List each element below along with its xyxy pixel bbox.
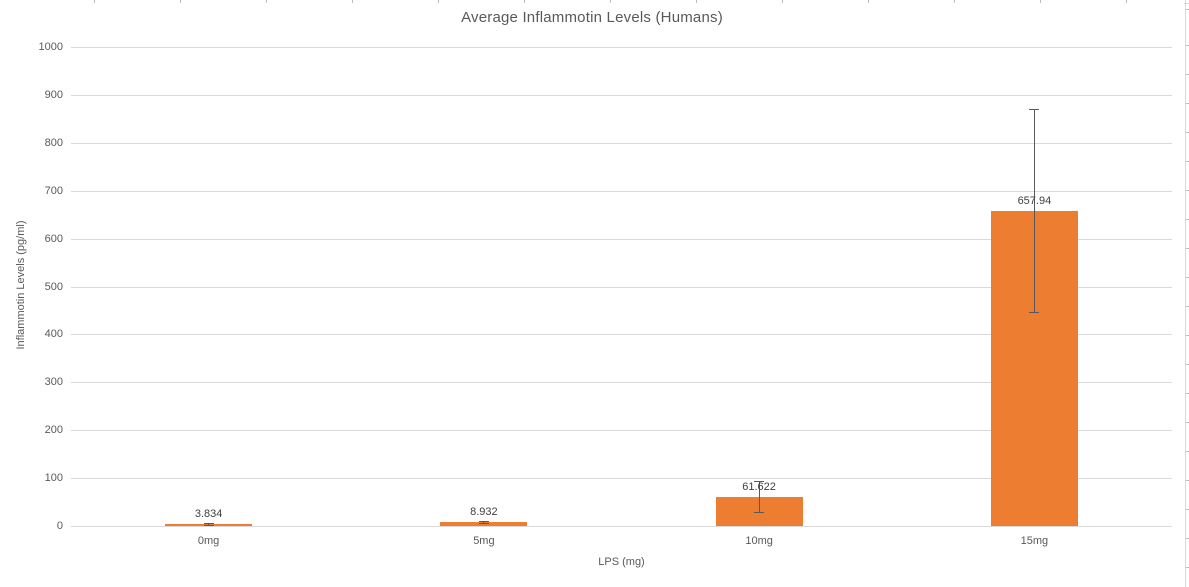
gridline [71, 287, 1172, 288]
data-label-5mg: 8.932 [470, 505, 498, 518]
error-bar-cap-bottom-0mg [203, 524, 214, 526]
gridline [71, 382, 1172, 383]
error-bar-cap-top-5mg [478, 520, 489, 522]
gridline [71, 478, 1172, 479]
x-axis-category-label-10mg: 10mg [745, 535, 773, 547]
error-bar-15mg [1033, 109, 1035, 313]
x-axis-category-label-15mg: 15mg [1020, 535, 1049, 547]
y-axis-tick-label: 500 [44, 281, 63, 293]
x-axis-category-label-0mg: 0mg [197, 535, 220, 547]
gridline [71, 47, 1172, 48]
bar-5mg[interactable] [440, 521, 528, 526]
gridline [71, 191, 1172, 192]
error-bar-10mg [758, 480, 760, 513]
y-axis-tick-label: 100 [44, 472, 63, 484]
error-bar-cap-bottom-10mg [754, 512, 765, 514]
data-label-15mg: 657.94 [1017, 194, 1052, 207]
error-bar-cap-bottom-5mg [478, 522, 489, 524]
x-axis-title: LPS (mg) [598, 556, 645, 568]
gridline [71, 95, 1172, 96]
gridline [71, 239, 1172, 240]
spreadsheet-row-gridline-stubs [1185, 0, 1189, 587]
y-axis-tick-label: 400 [44, 328, 63, 340]
x-axis-line [71, 526, 1172, 527]
y-axis-tick-label: 600 [44, 233, 63, 245]
gridline [71, 334, 1172, 335]
data-label-0mg: 3.834 [194, 508, 223, 521]
y-axis-tick-label: 200 [44, 424, 63, 436]
y-axis-tick-label: 900 [44, 89, 63, 101]
error-bar-cap-top-0mg [203, 523, 214, 525]
y-axis-tick-label: 1000 [38, 41, 63, 53]
y-axis-tick-label: 300 [44, 376, 63, 388]
gridline [71, 143, 1172, 144]
y-axis-tick-label: 0 [56, 520, 63, 532]
error-bar-cap-top-15mg [1029, 109, 1040, 111]
chart-title: Average Inflammotin Levels (Humans) [461, 9, 723, 26]
x-axis-category-label-5mg: 5mg [473, 535, 495, 547]
chart-area[interactable]: Average Inflammotin Levels (Humans) Infl… [0, 3, 1184, 587]
y-axis-tick-label: 700 [44, 185, 63, 197]
error-bar-cap-top-10mg [754, 480, 765, 482]
data-label-10mg: 61.622 [742, 480, 776, 493]
y-axis-tick-label: 800 [44, 137, 63, 149]
gridline [71, 430, 1172, 431]
error-bar-cap-bottom-15mg [1029, 312, 1040, 314]
